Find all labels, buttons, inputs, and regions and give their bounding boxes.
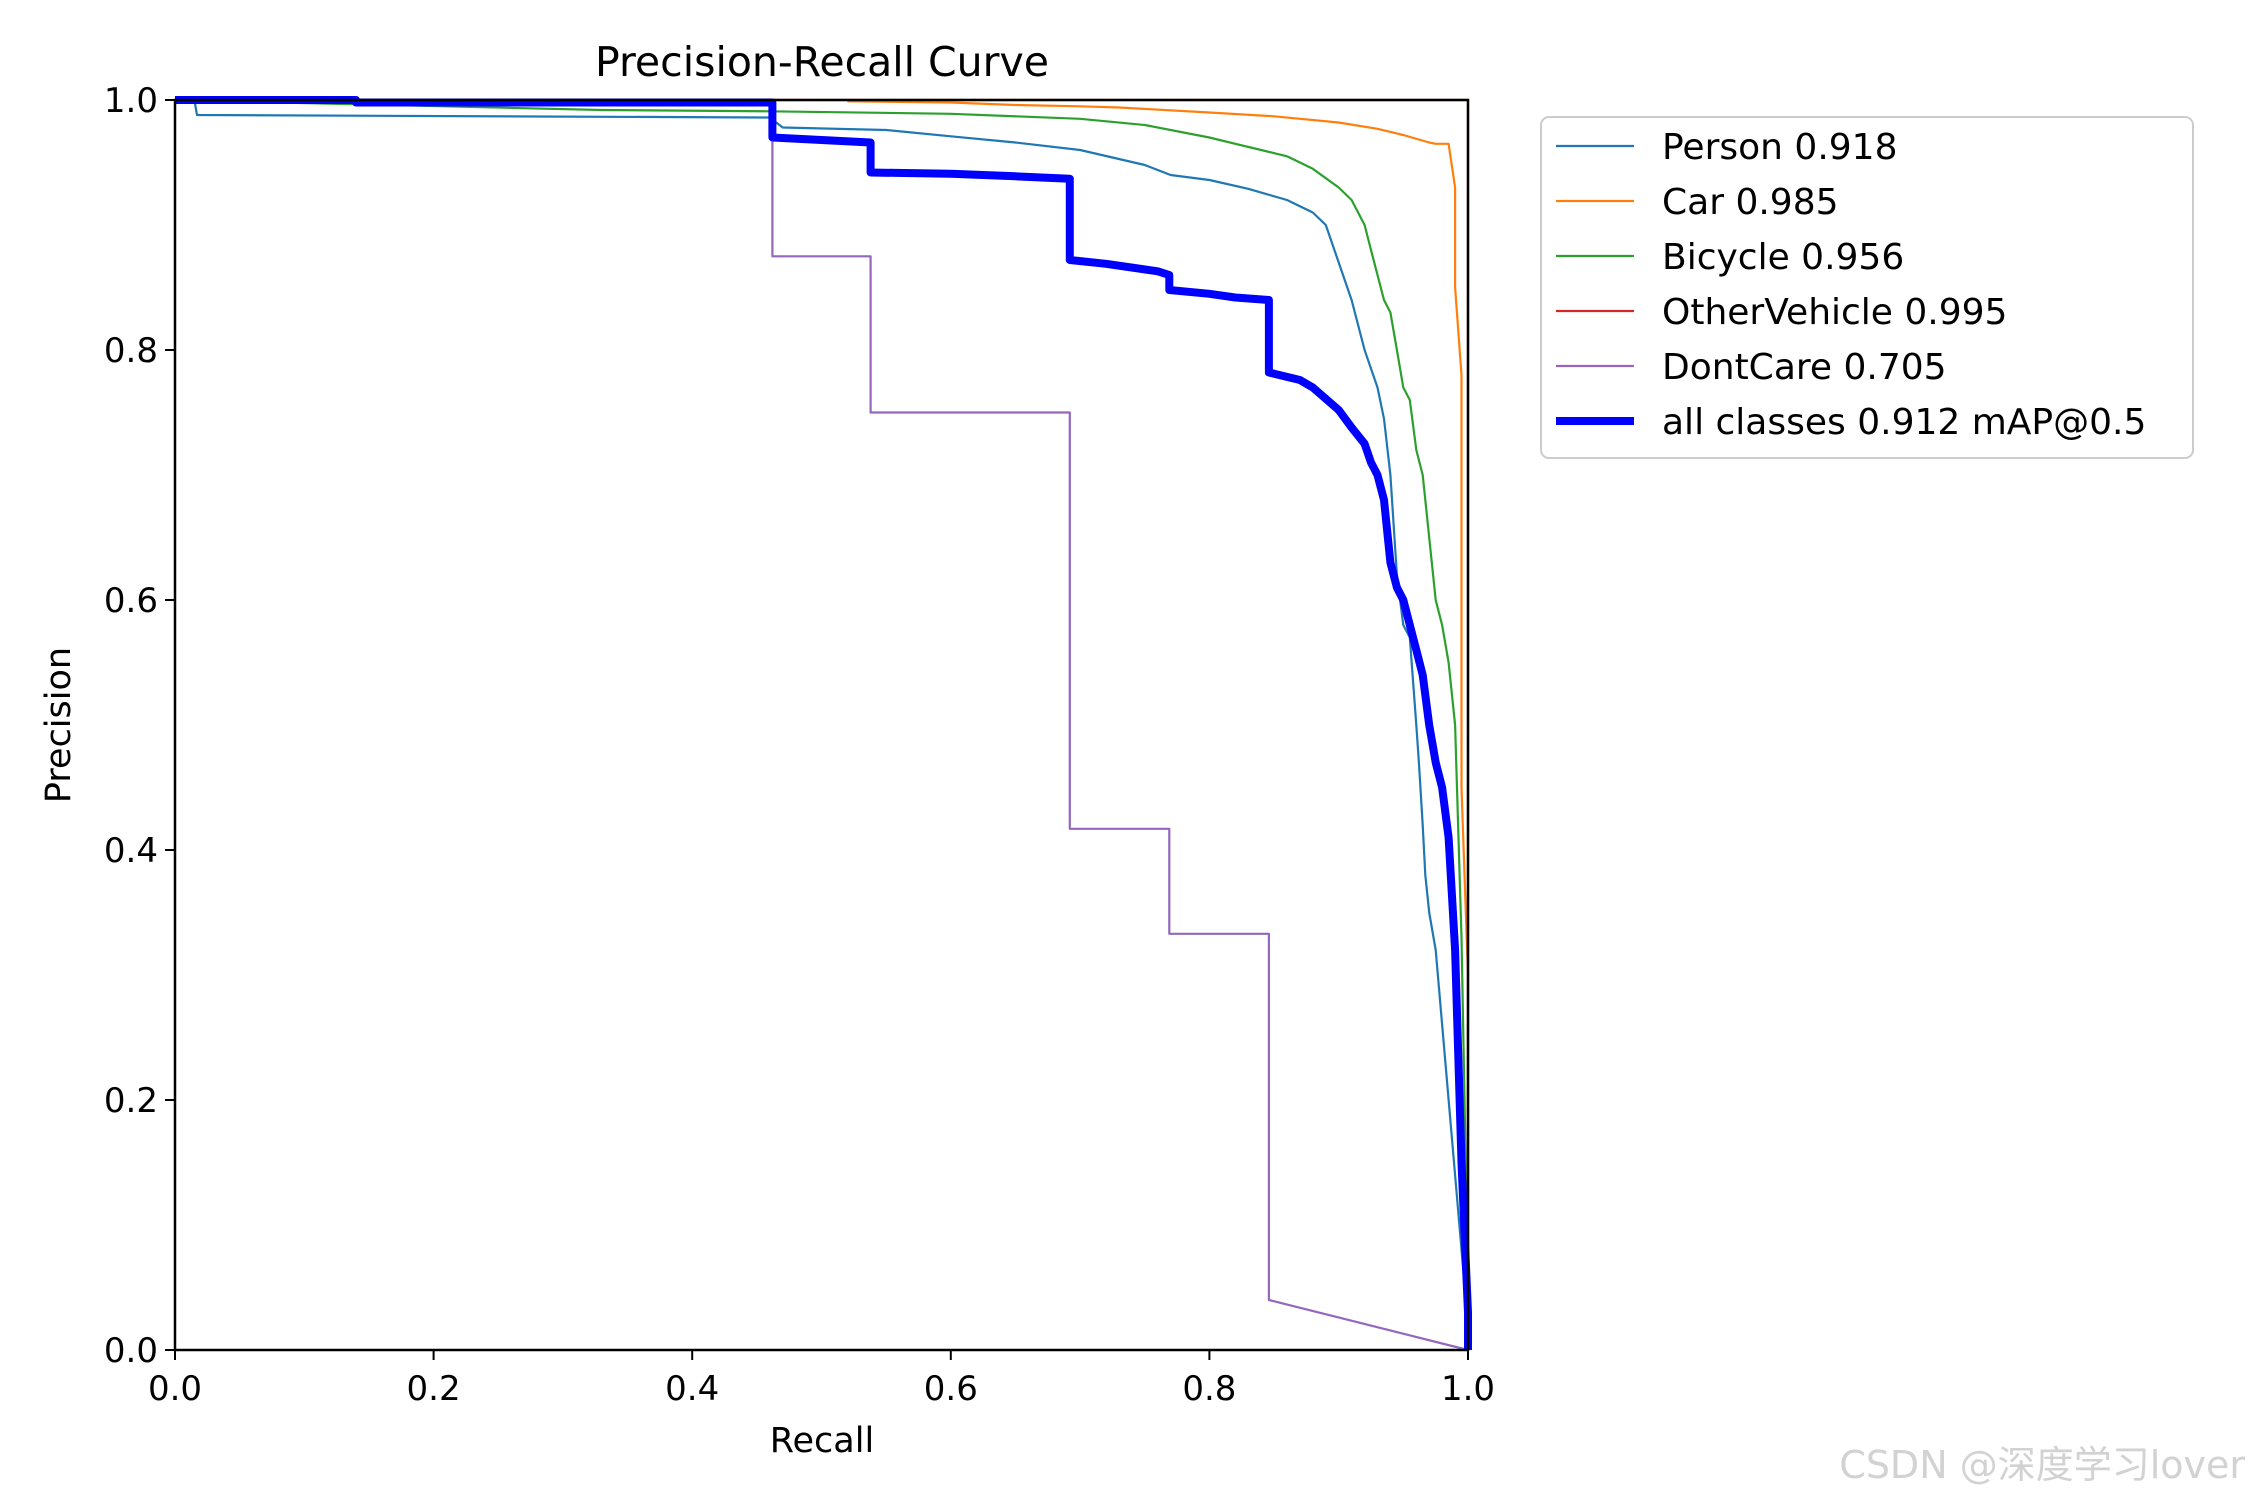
x-tick-label: 0.0 (148, 1369, 202, 1409)
y-tick-label: 0.4 (104, 831, 158, 871)
plot-frame (173, 98, 1470, 1352)
y-axis: 0.0 0.2 0.4 0.6 0.8 1.0 (104, 81, 175, 1371)
legend-label: OtherVehicle 0.995 (1662, 292, 2007, 333)
legend-label: all classes 0.912 mAP@0.5 (1662, 402, 2146, 443)
x-tick-label: 0.8 (1182, 1369, 1236, 1409)
y-tick-label: 0.2 (104, 1081, 158, 1121)
y-axis-label: Precision (39, 647, 79, 803)
y-tick-label: 0.8 (104, 331, 158, 371)
series-line-2 (174, 98, 1470, 1288)
legend-label: Person 0.918 (1662, 127, 1897, 168)
series-line-0 (175, 98, 1470, 1350)
series-line-4 (175, 98, 1469, 1352)
x-tick-label: 1.0 (1441, 1369, 1495, 1409)
x-tick-label: 0.2 (407, 1369, 461, 1409)
x-tick-label: 0.6 (924, 1369, 978, 1409)
chart-title: Precision-Recall Curve (595, 38, 1049, 86)
legend-box (1540, 116, 2194, 459)
legend-label: Bicycle 0.956 (1662, 237, 1904, 278)
y-tick-label: 0.0 (104, 1331, 158, 1371)
x-axis-label: Recall (770, 1421, 874, 1461)
series-line-5 (175, 96, 1472, 1350)
x-axis: 0.0 0.2 0.4 0.6 0.8 1.0 (148, 1350, 1495, 1409)
watermark-text: CSDN @深度学习lover (1839, 1443, 2245, 1487)
legend: Person 0.918 Car 0.985 Bicycle 0.956 OtherV… (1540, 116, 2194, 459)
y-tick-label: 0.6 (104, 581, 158, 621)
series-line-1 (847, 100, 1470, 1350)
y-tick-label: 1.0 (104, 81, 158, 121)
legend-label: DontCare 0.705 (1662, 347, 1947, 388)
x-tick-label: 0.4 (665, 1369, 719, 1409)
legend-label: Car 0.985 (1662, 182, 1839, 223)
